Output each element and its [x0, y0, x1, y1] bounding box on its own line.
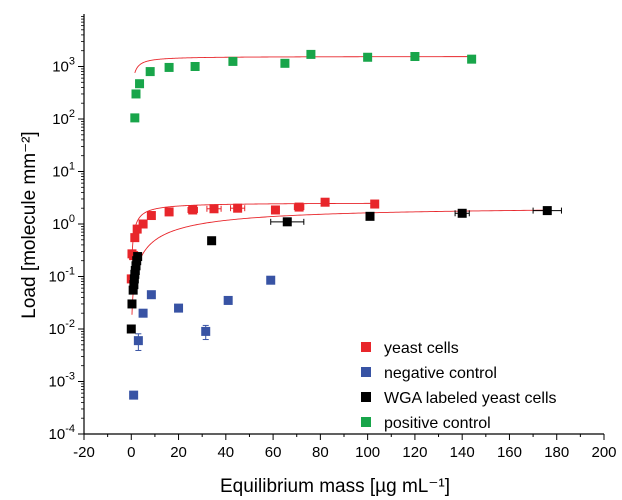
data-point: [370, 199, 380, 209]
data-point: [146, 290, 156, 300]
data-point: [174, 303, 184, 313]
data-point: [135, 79, 145, 89]
data-point: [129, 390, 139, 400]
y-tick-label: 101: [52, 161, 75, 181]
data-point: [266, 275, 276, 285]
data-point: [131, 261, 141, 271]
data-point: [209, 204, 219, 214]
data-point: [294, 202, 304, 212]
tick-labels: -20 0 20 40 60 80 100 120 140 160 180 200 10-4 10-3 10…: [49, 56, 617, 462]
data-point: [207, 236, 217, 246]
legend: yeast cells negative control WGA labeled y…: [361, 340, 557, 432]
x-axis-title: Equilibrium mass [µg mL⁻¹]: [220, 476, 450, 497]
legend-marker: [361, 392, 371, 402]
data-point: [363, 52, 373, 62]
data-point: [131, 89, 141, 99]
y-tick-label: 10-2: [49, 318, 75, 338]
data-point: [133, 252, 143, 262]
data-point: [138, 308, 148, 318]
y-axis-title: Load [molecule mm⁻²]: [19, 131, 40, 318]
fit-curve: [131, 202, 375, 259]
data-point: [457, 208, 467, 218]
data-point: [130, 233, 140, 243]
data-point: [223, 295, 233, 305]
legend-marker: [361, 342, 371, 352]
data-point: [133, 336, 143, 346]
legend-label: negative control: [384, 365, 497, 382]
x-tick-label: 100: [355, 444, 380, 461]
data-point: [128, 285, 138, 295]
data-point: [188, 205, 198, 215]
x-tick-label: 160: [497, 444, 522, 461]
data-point: [146, 211, 156, 221]
x-tick-label: 60: [265, 444, 282, 461]
data-point: [138, 219, 148, 229]
data-points: [126, 49, 562, 400]
fit-curves: [131, 56, 548, 315]
x-tick-label: 80: [312, 444, 329, 461]
x-tick-label: 20: [170, 444, 187, 461]
data-point: [164, 62, 174, 72]
data-point: [190, 62, 200, 71]
data-point: [129, 274, 139, 284]
x-tick-label: -20: [73, 444, 95, 461]
data-point: [270, 205, 280, 215]
x-tick-label: 40: [217, 444, 234, 461]
y-tick-label: 10-3: [49, 371, 75, 391]
data-point: [132, 224, 142, 234]
data-point: [228, 56, 238, 66]
data-point: [164, 207, 174, 217]
x-tick-label: 180: [544, 444, 569, 461]
legend-label: WGA labeled yeast cells: [384, 390, 557, 407]
y-tick-label: 103: [52, 56, 75, 76]
y-tick-label: 100: [52, 213, 75, 233]
y-tick-label: 10-1: [49, 266, 75, 286]
axes: [78, 14, 605, 440]
x-tick-label: 0: [127, 444, 135, 461]
legend-label: yeast cells: [384, 340, 459, 357]
data-point: [145, 67, 155, 77]
data-point: [127, 299, 137, 309]
data-point: [410, 52, 420, 62]
fit-curve: [131, 209, 548, 315]
data-point: [201, 326, 211, 336]
data-point: [126, 324, 136, 334]
data-point: [365, 211, 375, 221]
legend-marker: [361, 417, 371, 427]
data-point: [320, 197, 330, 207]
y-tick-label: 10-4: [49, 423, 75, 443]
data-point: [130, 113, 140, 123]
data-point: [130, 266, 140, 276]
y-tick-label: 102: [52, 108, 75, 128]
data-point: [542, 206, 552, 216]
fit-curve: [134, 56, 472, 74]
data-point: [280, 58, 290, 68]
data-point: [233, 203, 243, 213]
legend-marker: [361, 367, 371, 377]
x-tick-label: 200: [591, 444, 616, 461]
data-point: [306, 49, 316, 59]
data-point: [129, 280, 139, 290]
data-point: [467, 54, 477, 64]
data-point: [282, 217, 292, 227]
legend-label: positive control: [384, 415, 491, 432]
x-tick-label: 140: [450, 444, 475, 461]
x-tick-label: 120: [402, 444, 427, 461]
